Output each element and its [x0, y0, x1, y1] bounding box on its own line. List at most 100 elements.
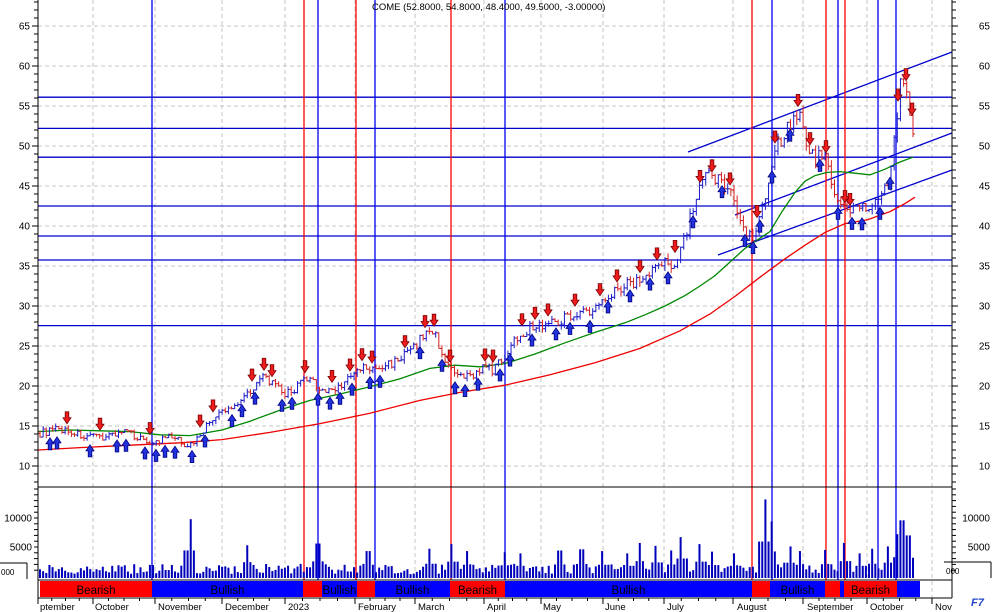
month-label: April	[487, 602, 506, 612]
volume-bar	[601, 551, 604, 578]
volume-bar	[224, 566, 227, 578]
indicator-segment-label: Bullish	[612, 585, 646, 597]
buy-arrow-icon	[347, 382, 357, 396]
buy-arrow-icon	[815, 158, 825, 172]
volume-bar	[183, 550, 186, 578]
buy-arrow-icon	[335, 391, 345, 405]
volume-bar	[64, 570, 67, 578]
sell-arrow-icon	[345, 358, 355, 372]
volume-bar	[280, 568, 283, 578]
volume-bar	[858, 553, 861, 578]
volume-bar	[425, 563, 428, 578]
buy-arrow-icon	[847, 216, 857, 230]
ohlc-bar	[336, 382, 341, 394]
ohlc-bar	[286, 386, 291, 399]
volume-bar	[444, 569, 447, 578]
volume-bar	[754, 572, 757, 578]
ohlc-bar	[835, 193, 840, 205]
ohlc-bar	[439, 345, 444, 358]
indicator-segment-bearish	[844, 581, 897, 597]
indicator-segment-label: Bearish	[458, 585, 497, 597]
sell-arrow-icon	[480, 348, 490, 362]
ohlc-bar	[461, 373, 466, 379]
buy-arrow-icon	[52, 436, 62, 450]
volume-bar	[528, 568, 531, 578]
volume-bar	[384, 564, 387, 578]
volume-bar	[101, 566, 104, 578]
volume-bar	[230, 573, 233, 578]
volume-bar	[318, 543, 321, 578]
volume-bar	[902, 520, 905, 578]
sell-arrow-icon	[420, 315, 430, 329]
volume-bar	[563, 564, 566, 578]
volume-bar	[651, 562, 654, 578]
trendlines[interactable]	[687, 51, 953, 256]
indicator-segment-bullish	[897, 581, 920, 597]
volume-bar	[579, 549, 582, 578]
volume-bar	[356, 572, 359, 578]
volume-bar	[864, 565, 867, 578]
volume-bar	[447, 561, 450, 578]
buy-arrow-icon	[755, 219, 765, 233]
volume-bar	[726, 566, 729, 578]
month-label: December	[225, 602, 269, 612]
ohlc-bar	[301, 375, 306, 383]
volume-bar	[679, 537, 682, 578]
volume-bar	[70, 572, 73, 578]
volume-bar	[896, 534, 899, 578]
volume-bar	[893, 557, 896, 578]
volume-bar	[569, 573, 572, 578]
ohlc-bar	[509, 342, 514, 356]
price-label-right: 50	[979, 142, 991, 153]
sell-arrow-icon	[145, 422, 155, 436]
ohlc-bar	[289, 386, 294, 397]
volume-bar	[299, 563, 302, 578]
ohlc-bar	[292, 389, 297, 395]
ohlc-bar	[427, 327, 432, 335]
volume-bar	[748, 567, 751, 578]
volume-bar	[57, 569, 60, 578]
volume-bar	[657, 562, 660, 578]
indicator-segment-bearish	[450, 581, 505, 597]
sell-arrow-icon	[247, 368, 257, 382]
indicator-segment-bullish	[840, 581, 844, 597]
volume-bar	[406, 569, 409, 578]
chart-title: COME (52.8000, 54.8000, 48.4000, 49.5000…	[372, 2, 605, 13]
volume-bar	[795, 564, 798, 578]
ohlc-bar	[656, 262, 661, 270]
buy-arrow-icon	[227, 413, 237, 427]
sell-arrow-icon	[770, 130, 780, 144]
buy-arrow-icon	[495, 368, 505, 382]
volume-bar	[170, 565, 173, 578]
ohlc-bar	[615, 282, 620, 292]
volume-bar	[243, 562, 246, 578]
volume-bar	[550, 573, 553, 578]
volume-bar	[214, 570, 217, 578]
volume-bar	[180, 565, 183, 578]
ohlc-bar	[634, 274, 639, 290]
volume-bar	[535, 566, 538, 578]
volume-bar	[701, 561, 704, 578]
price-label-right: 25	[979, 342, 991, 353]
volume-bar	[136, 573, 139, 578]
volume-bar	[849, 561, 852, 578]
volume-bar	[92, 571, 95, 578]
indicator-segment-bearish	[40, 581, 152, 597]
volume-bar	[108, 572, 111, 578]
support-resistance-lines[interactable]	[38, 96, 952, 327]
buy-arrow-icon	[565, 321, 575, 335]
ohlc-bar	[703, 171, 708, 186]
volume-bar	[711, 551, 714, 578]
volume-bar	[365, 551, 368, 578]
volume-bar	[475, 569, 478, 578]
ohlc-bar	[386, 360, 391, 370]
sell-arrow-icon	[635, 260, 645, 274]
volume-bar	[211, 570, 214, 578]
volume-bar	[111, 565, 114, 578]
price-label-left: 25	[19, 342, 31, 353]
volume-bar	[632, 565, 635, 578]
sell-arrow-icon	[793, 93, 803, 108]
price-label-right: 30	[979, 302, 991, 313]
sell-arrow-icon	[595, 283, 605, 297]
volume-bar	[836, 571, 839, 578]
